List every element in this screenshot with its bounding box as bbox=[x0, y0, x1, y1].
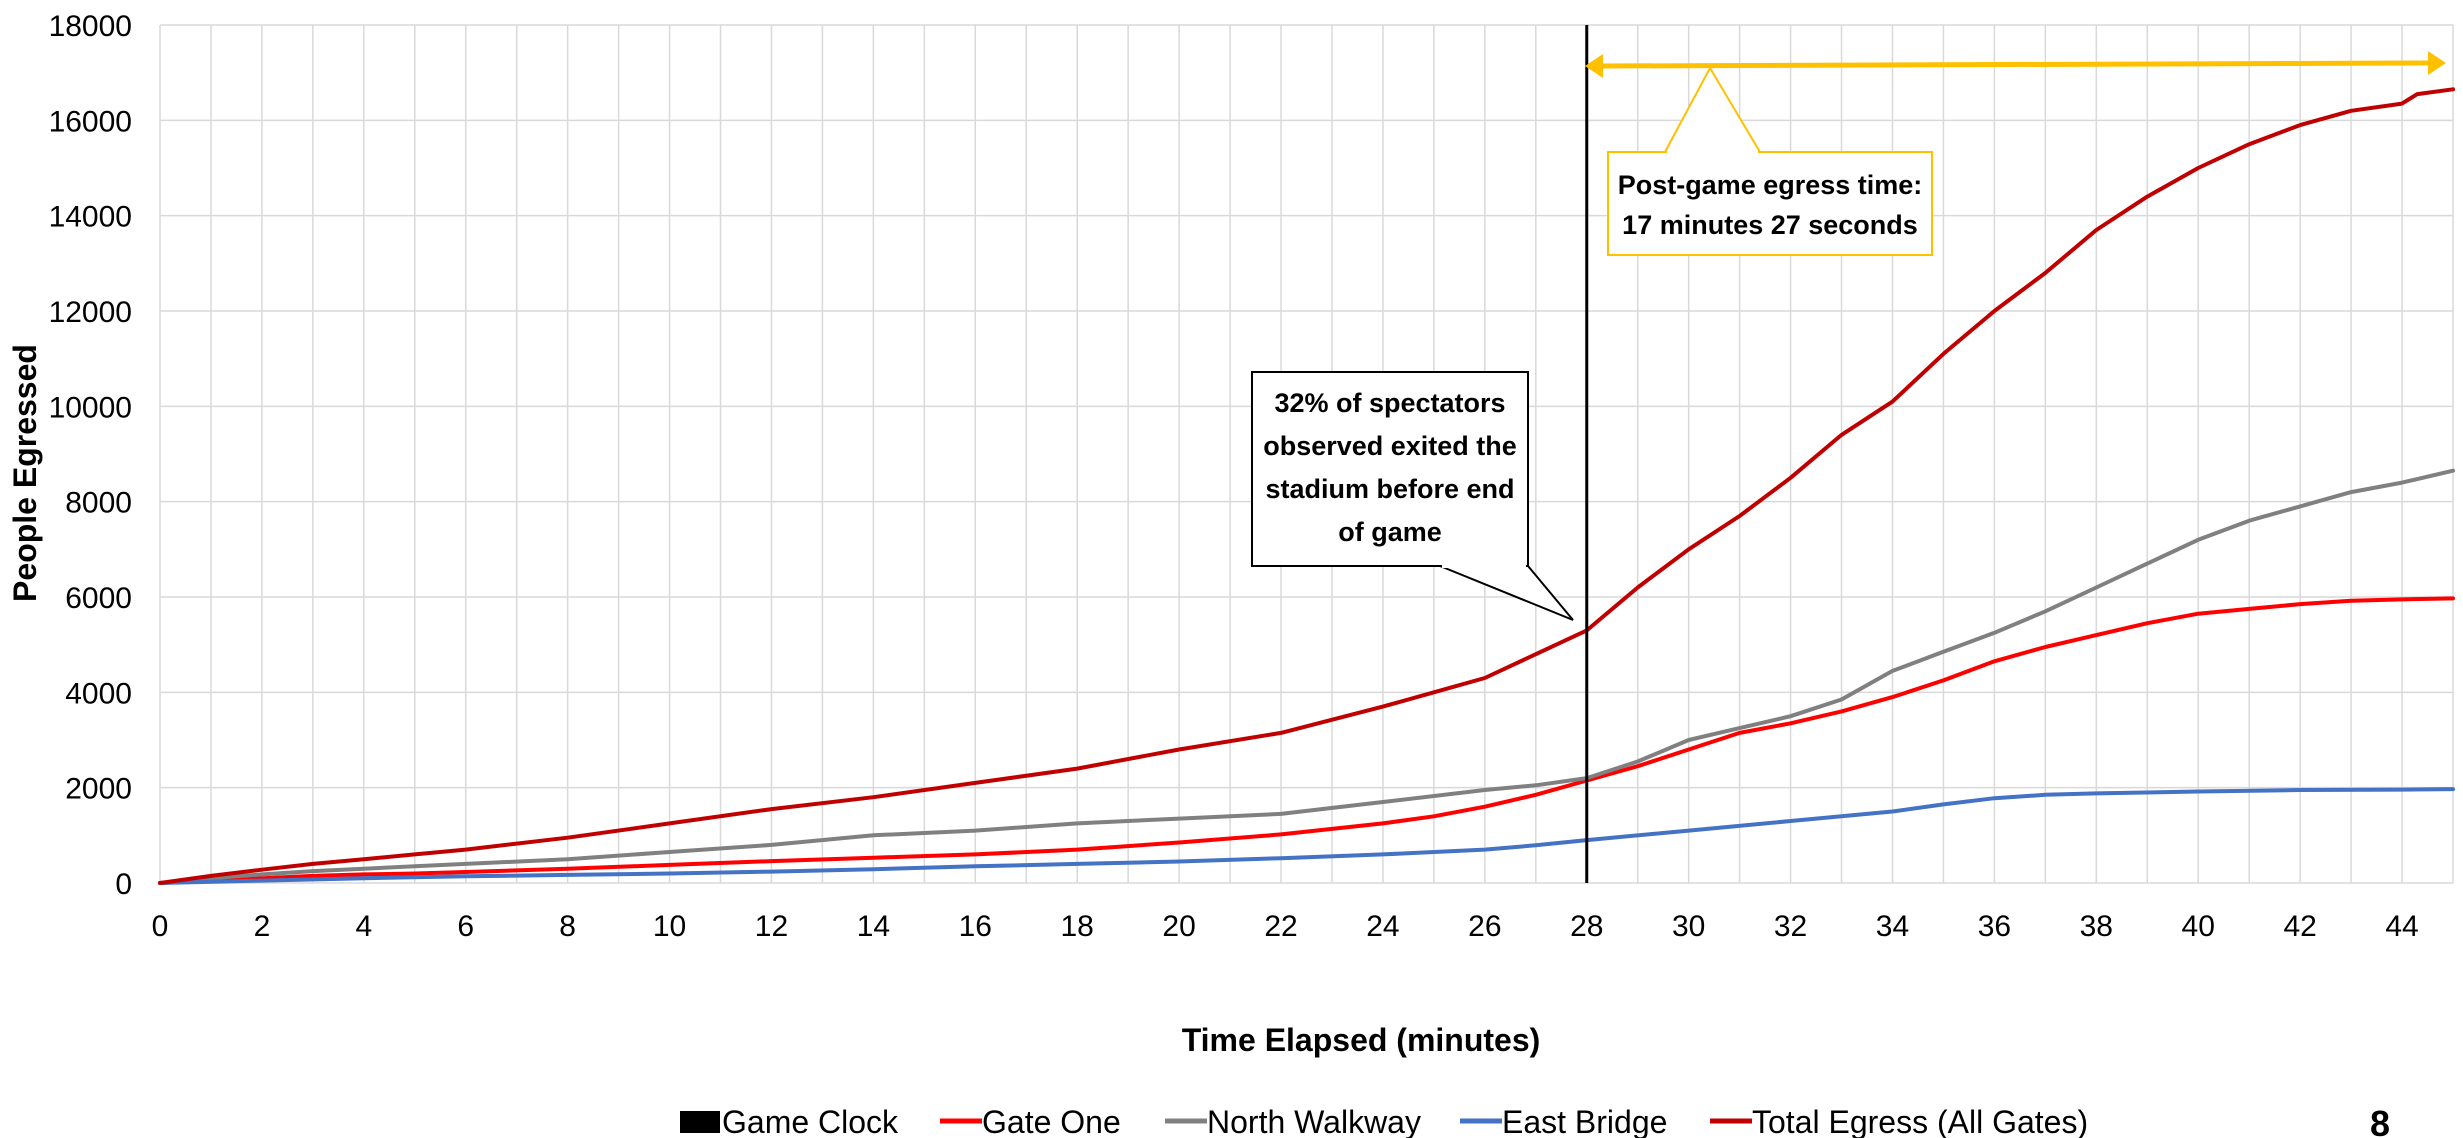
callout-line-1: 32% of spectators bbox=[1274, 388, 1505, 418]
arrow-head-right bbox=[2428, 51, 2446, 75]
x-axis-title: Time Elapsed (minutes) bbox=[1182, 1022, 1541, 1058]
post-game-arrow bbox=[1585, 51, 2446, 78]
y-tick-label: 8000 bbox=[65, 487, 132, 520]
y-tick-label: 6000 bbox=[65, 582, 132, 615]
callout-line-4: of game bbox=[1338, 517, 1442, 547]
x-tick-label: 16 bbox=[959, 910, 992, 943]
page-number: 8 bbox=[2370, 1103, 2390, 1138]
x-tick-label: 26 bbox=[1468, 910, 1501, 943]
arrow-head-left bbox=[1585, 54, 1603, 78]
x-tick-label: 22 bbox=[1264, 910, 1297, 943]
x-tick-label: 24 bbox=[1366, 910, 1399, 943]
legend-label-total-egress: Total Egress (All Gates) bbox=[1752, 1104, 2088, 1138]
x-tick-label: 36 bbox=[1978, 910, 2011, 943]
legend-label-gate-one: Gate One bbox=[982, 1104, 1121, 1138]
x-tick-label: 12 bbox=[755, 910, 788, 943]
callout-line-3: stadium before end bbox=[1265, 474, 1514, 504]
x-tick-label: 40 bbox=[2182, 910, 2215, 943]
x-tick-label: 4 bbox=[355, 910, 372, 943]
x-tick-label: 30 bbox=[1672, 910, 1705, 943]
callout-pointer bbox=[1663, 65, 1762, 153]
y-tick-label: 4000 bbox=[65, 677, 132, 710]
spectators-callout: 32% of spectators observed exited the st… bbox=[1251, 371, 1574, 621]
x-tick-label: 6 bbox=[457, 910, 474, 943]
x-tick-label: 8 bbox=[559, 910, 576, 943]
y-tick-label: 14000 bbox=[49, 201, 132, 234]
series-line-north-walkway bbox=[158, 468, 2455, 885]
x-axis-ticks: 0 2 4 6 8 10 12 14 16 18 20 22 24 26 28 30 32 34 36 38 40 42 4… bbox=[152, 910, 2419, 943]
callout-line-2: 17 minutes 27 seconds bbox=[1622, 210, 1918, 240]
y-tick-label: 0 bbox=[115, 868, 132, 901]
x-tick-label: 32 bbox=[1774, 910, 1807, 943]
legend-label-east-bridge: East Bridge bbox=[1502, 1104, 1667, 1138]
x-tick-label: 0 bbox=[152, 910, 169, 943]
y-axis-title: People Egressed bbox=[7, 344, 43, 602]
x-tick-label: 34 bbox=[1876, 910, 1909, 943]
x-tick-label: 2 bbox=[254, 910, 271, 943]
y-tick-label: 16000 bbox=[49, 105, 132, 138]
callout-line-2: observed exited the bbox=[1263, 431, 1517, 461]
series-line-gate-one bbox=[158, 596, 2455, 885]
x-tick-label: 42 bbox=[2283, 910, 2316, 943]
callout-box bbox=[1607, 151, 1933, 256]
y-tick-label: 10000 bbox=[49, 391, 132, 424]
legend-label-north-walkway: North Walkway bbox=[1207, 1104, 1421, 1138]
y-axis-ticks: 0 2000 4000 6000 8000 10000 12000 14000 16000 180… bbox=[49, 10, 132, 901]
x-tick-label: 28 bbox=[1570, 910, 1603, 943]
x-tick-label: 10 bbox=[653, 910, 686, 943]
legend: Game Clock Gate One North Walkway East B… bbox=[680, 1104, 2088, 1138]
x-tick-label: 38 bbox=[2080, 910, 2113, 943]
y-tick-label: 18000 bbox=[49, 10, 132, 43]
callout-pointer bbox=[1439, 565, 1574, 621]
legend-swatch-game-clock bbox=[680, 1111, 720, 1133]
callout-box bbox=[1251, 371, 1529, 567]
x-tick-label: 20 bbox=[1162, 910, 1195, 943]
series-line-east-bridge bbox=[158, 787, 2455, 885]
arrow-shaft bbox=[1599, 60, 2431, 69]
series-line-total-egress-all-gates bbox=[158, 87, 2455, 885]
x-tick-label: 18 bbox=[1061, 910, 1094, 943]
post-game-callout: Post-game egress time: 17 minutes 27 sec… bbox=[1607, 65, 1933, 256]
y-tick-label: 12000 bbox=[49, 296, 132, 329]
y-tick-label: 2000 bbox=[65, 773, 132, 806]
legend-label-game-clock: Game Clock bbox=[722, 1104, 899, 1138]
series-lines bbox=[158, 87, 2455, 885]
x-tick-label: 14 bbox=[857, 910, 890, 943]
x-tick-label: 44 bbox=[2385, 910, 2418, 943]
callout-line-1: Post-game egress time: bbox=[1618, 170, 1923, 200]
